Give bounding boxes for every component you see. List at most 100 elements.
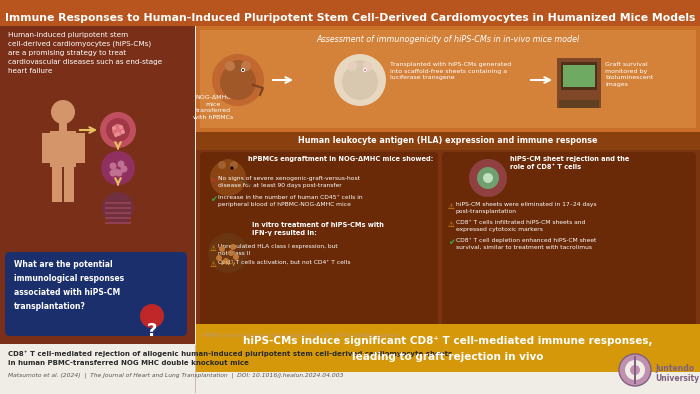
Circle shape: [342, 64, 378, 100]
Bar: [59, 123, 67, 131]
Text: No signs of severe xenogenic-graft-versus-host
disease for at least 90 days post: No signs of severe xenogenic-graft-versu…: [218, 176, 360, 188]
Circle shape: [109, 169, 116, 177]
Text: Immune Responses to Human-Induced Pluripotent Stem Cell-Derived Cardiomyocytes i: Immune Responses to Human-Induced Plurip…: [5, 13, 695, 23]
Bar: [76, 133, 85, 163]
Text: Human-induced pluripotent stem
cell-derived cardiomyocytes (hiPS-CMs)
are a prom: Human-induced pluripotent stem cell-deri…: [8, 32, 162, 74]
Circle shape: [364, 69, 366, 71]
Text: CD8⁺ T cells activation, but not CD4⁺ T cells: CD8⁺ T cells activation, but not CD4⁺ T …: [218, 260, 351, 265]
Circle shape: [220, 64, 256, 100]
Circle shape: [619, 354, 651, 386]
Circle shape: [347, 61, 357, 71]
Text: ✕: ✕: [210, 176, 217, 185]
Bar: [200, 30, 696, 128]
Circle shape: [228, 250, 234, 256]
Circle shape: [140, 304, 164, 328]
Bar: [64, 167, 74, 202]
Text: ⚠: ⚠: [210, 260, 217, 269]
Bar: [196, 26, 700, 132]
Bar: [561, 62, 597, 90]
Bar: [0, 344, 700, 394]
Circle shape: [112, 126, 116, 130]
Text: What are the potential
immunological responses
associated with hiPS-CM
transplan: What are the potential immunological res…: [14, 260, 124, 311]
Circle shape: [225, 61, 235, 71]
Text: NOG-ΔMHC
mice
transferred
with hPBMCs: NOG-ΔMHC mice transferred with hPBMCs: [193, 95, 233, 120]
Text: in human PBMC-transferred NOG MHC double knockout mice: in human PBMC-transferred NOG MHC double…: [8, 360, 249, 366]
Text: ✔: ✔: [210, 195, 217, 204]
Circle shape: [226, 60, 250, 84]
Circle shape: [625, 360, 645, 380]
Text: ✔: ✔: [448, 238, 455, 247]
Circle shape: [363, 61, 373, 71]
Text: CD8⁺ T cell depletion enhanced hiPS-CM sheet
survival, similar to treatment with: CD8⁺ T cell depletion enhanced hiPS-CM s…: [456, 238, 596, 250]
Text: ?: ?: [147, 322, 158, 340]
Circle shape: [469, 159, 507, 197]
Circle shape: [112, 124, 124, 136]
Text: In vitro treatment of hiPS-CMs with
IFN-γ resulted in:: In vitro treatment of hiPS-CMs with IFN-…: [252, 222, 384, 236]
Bar: [557, 58, 601, 108]
Circle shape: [106, 118, 130, 142]
Circle shape: [216, 255, 222, 261]
Circle shape: [363, 68, 367, 72]
Text: ⚠: ⚠: [210, 244, 217, 253]
Text: Human leukocyte antigen (HLA) expression and immune response: Human leukocyte antigen (HLA) expression…: [298, 136, 598, 145]
Bar: [559, 100, 599, 108]
Bar: [105, 212, 131, 214]
Circle shape: [102, 192, 134, 224]
Circle shape: [219, 246, 225, 252]
Bar: [52, 167, 62, 202]
Circle shape: [120, 165, 127, 173]
Circle shape: [483, 173, 493, 183]
Bar: [563, 65, 595, 87]
Text: Transplanted with hiPS-CMs generated
into scaffold-free sheets containing a
luci: Transplanted with hiPS-CMs generated int…: [390, 62, 511, 80]
Circle shape: [116, 169, 122, 177]
Circle shape: [230, 167, 234, 169]
Text: Assessment of immunogenicity of hiPS-CMs in in-vivo mice model: Assessment of immunogenicity of hiPS-CMs…: [316, 35, 580, 44]
Bar: [105, 222, 131, 224]
FancyBboxPatch shape: [442, 152, 696, 340]
Circle shape: [113, 169, 120, 175]
Circle shape: [218, 161, 226, 169]
Circle shape: [241, 61, 251, 71]
Bar: [50, 131, 76, 167]
Circle shape: [109, 162, 116, 169]
Bar: [196, 324, 700, 372]
Bar: [563, 65, 595, 87]
Circle shape: [217, 159, 239, 181]
Circle shape: [116, 132, 120, 136]
Text: hPBMCs: human peripheral blood mononuclear cells;  IFN-γ: interferon gamma: hPBMCs: human peripheral blood mononucle…: [202, 333, 398, 338]
Text: ⚠: ⚠: [448, 202, 455, 211]
Text: hPBMCs engraftment in NOG-ΔMHC mice showed:: hPBMCs engraftment in NOG-ΔMHC mice show…: [248, 156, 433, 162]
Text: Graft survival
monitored by
bioluminescent
images: Graft survival monitored by bioluminesce…: [605, 62, 653, 87]
Bar: [105, 217, 131, 219]
Circle shape: [230, 161, 238, 169]
Text: hiPS-CMs induce significant CD8⁺ T cell-mediated immune responses,
leading to gr: hiPS-CMs induce significant CD8⁺ T cell-…: [244, 336, 652, 362]
Circle shape: [477, 167, 499, 189]
Circle shape: [223, 258, 229, 264]
Circle shape: [114, 133, 118, 137]
Text: Upregulated HLA class I expression, but
not class II: Upregulated HLA class I expression, but …: [218, 244, 337, 256]
Bar: [42, 133, 51, 163]
Circle shape: [51, 100, 75, 124]
Circle shape: [630, 365, 640, 375]
Text: ⚠: ⚠: [448, 220, 455, 229]
Circle shape: [233, 254, 239, 260]
Circle shape: [100, 112, 136, 148]
Circle shape: [230, 244, 236, 250]
Bar: [0, 26, 195, 344]
FancyBboxPatch shape: [200, 152, 438, 340]
Circle shape: [334, 54, 386, 106]
Circle shape: [101, 151, 135, 185]
Bar: [196, 132, 700, 344]
Text: Juntendo: Juntendo: [655, 364, 694, 373]
Circle shape: [119, 125, 123, 129]
Text: Matsumoto et al. (2024)  |  The Journal of Heart and Lung Transplantation  |  DO: Matsumoto et al. (2024) | The Journal of…: [8, 372, 344, 377]
Circle shape: [208, 233, 248, 273]
Text: hiPS-CM sheet rejection and the
role of CD8⁺ T cells: hiPS-CM sheet rejection and the role of …: [510, 156, 629, 170]
Circle shape: [121, 130, 125, 134]
Text: hiPS-CM sheets were eliminated in 17–24 days
post-transplantation: hiPS-CM sheets were eliminated in 17–24 …: [456, 202, 596, 214]
Bar: [105, 202, 131, 204]
Bar: [196, 132, 700, 150]
Bar: [634, 356, 636, 384]
Circle shape: [242, 69, 244, 71]
Circle shape: [241, 68, 245, 72]
